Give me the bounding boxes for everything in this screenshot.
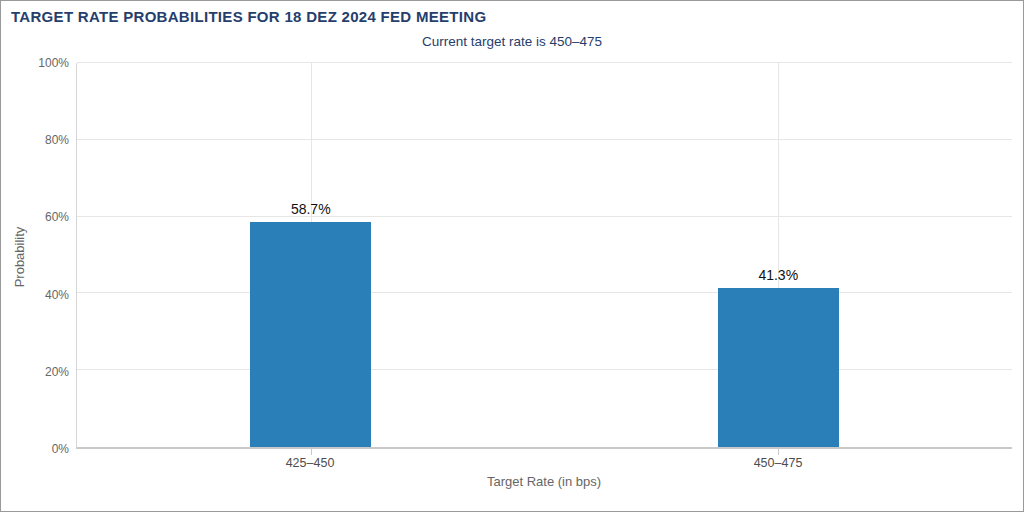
gridline-horizontal [77, 216, 1012, 217]
y-tick-label: 0% [52, 442, 69, 456]
x-tick-label: 425–450 [286, 456, 335, 470]
y-tick-label: 20% [45, 365, 69, 379]
x-axis-title: Target Rate (in bps) [76, 474, 1012, 489]
bar-value-label: 41.3% [758, 267, 798, 283]
gridline-horizontal [77, 292, 1012, 293]
chart-title: TARGET RATE PROBABILITIES FOR 18 DEZ 202… [11, 8, 486, 25]
gridline-horizontal [77, 139, 1012, 140]
probability-bar[interactable] [718, 288, 839, 447]
plot-area: 58.7% 41.3% [76, 63, 1012, 449]
y-tick-label: 80% [45, 133, 69, 147]
x-axis-tick [311, 449, 312, 455]
y-tick-label: 100% [38, 56, 69, 70]
chart-subtitle: Current target rate is 450–475 [1, 34, 1023, 49]
chart-window: TARGET RATE PROBABILITIES FOR 18 DEZ 202… [0, 0, 1024, 512]
x-axis-tick [778, 449, 779, 455]
y-tick-label: 40% [45, 288, 69, 302]
bar-value-label: 58.7% [291, 201, 331, 217]
y-axis-tick-labels: 0%20%40%60%80%100% [1, 63, 69, 449]
gridline-horizontal [77, 62, 1012, 63]
x-tick-label: 450–475 [754, 456, 803, 470]
y-tick-label: 60% [45, 210, 69, 224]
x-axis-tick-labels: 425–450 450–475 [76, 456, 1012, 471]
gridline-horizontal [77, 369, 1012, 370]
probability-bar[interactable] [250, 222, 371, 447]
